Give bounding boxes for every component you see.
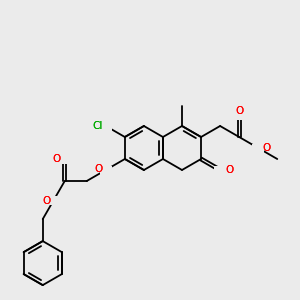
Text: O: O xyxy=(262,143,271,153)
Text: O: O xyxy=(52,154,61,164)
Text: O: O xyxy=(235,106,243,116)
FancyBboxPatch shape xyxy=(252,143,264,152)
Text: O: O xyxy=(235,106,243,116)
Text: Cl: Cl xyxy=(92,121,103,131)
Text: O: O xyxy=(43,196,51,206)
Text: O: O xyxy=(43,196,51,206)
Text: Cl: Cl xyxy=(92,121,103,131)
FancyBboxPatch shape xyxy=(233,110,245,119)
FancyBboxPatch shape xyxy=(48,196,60,205)
FancyBboxPatch shape xyxy=(100,166,112,175)
FancyBboxPatch shape xyxy=(100,122,112,130)
FancyBboxPatch shape xyxy=(214,166,226,175)
Text: O: O xyxy=(94,164,103,174)
Text: O: O xyxy=(52,154,61,164)
Text: O: O xyxy=(262,143,271,153)
Text: O: O xyxy=(94,164,103,174)
FancyBboxPatch shape xyxy=(59,154,71,164)
Text: O: O xyxy=(225,165,233,175)
Text: O: O xyxy=(225,165,233,175)
